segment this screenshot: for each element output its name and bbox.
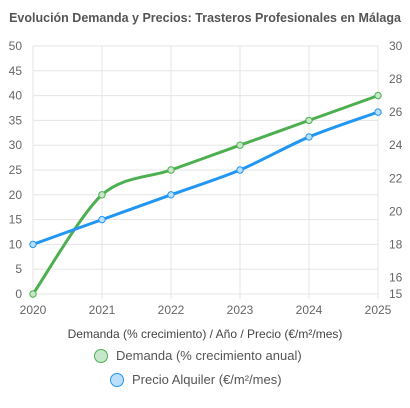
x-tick-label: 2024: [296, 303, 323, 317]
y-left-tick-label: 45: [9, 64, 23, 78]
data-point-2: [98, 215, 106, 224]
data-point-1: [305, 116, 313, 125]
legend-swatch: [94, 349, 108, 363]
data-point-2: [29, 240, 37, 249]
y-right-tick-label: 15: [389, 287, 403, 301]
legend-item-1: Demanda (% crecimiento anual): [94, 348, 302, 363]
y-left-tick-label: 35: [9, 113, 23, 127]
data-point-2: [167, 191, 175, 199]
y-right-tick-label: 30: [389, 39, 403, 53]
data-point-1: [98, 191, 106, 199]
y-left-tick-label: 0: [15, 287, 22, 301]
y-right-tick-label: 18: [389, 237, 403, 251]
legend-label: Precio Alquiler (€/m²/mes): [132, 372, 282, 387]
x-tick-label: 2022: [158, 303, 185, 317]
right-axis-ticks: 15 16 18 20 22 24 26 28 30: [389, 39, 403, 301]
y-left-tick-label: 10: [9, 237, 23, 251]
y-left-tick-label: 25: [9, 163, 23, 177]
x-axis-ticks: 2020 2021 2022 2023 2024 2025: [20, 303, 392, 317]
x-tick-label: 2023: [227, 303, 254, 317]
chart-title: Evolución Demanda y Precios: Trasteros P…: [9, 11, 402, 25]
y-right-tick-label: 28: [389, 72, 403, 86]
grid: [32, 45, 379, 299]
y-left-tick-label: 50: [9, 39, 23, 53]
x-axis-title: Demanda (% crecimiento) / Año / Precio (…: [68, 327, 343, 341]
legend: Demanda (% crecimiento anual) Precio Alqu…: [94, 348, 302, 387]
data-point-1: [236, 141, 244, 149]
y-left-tick-label: 5: [15, 262, 22, 276]
legend-item-2: Precio Alquiler (€/m²/mes): [110, 372, 282, 387]
y-right-tick-label: 16: [389, 270, 403, 284]
data-point-2: [305, 133, 313, 141]
y-right-tick-label: 26: [389, 105, 403, 119]
legend-label: Demanda (% crecimiento anual): [116, 348, 302, 363]
data-point-1: [167, 166, 175, 174]
data-point-1: [29, 290, 37, 298]
left-axis-ticks: 0 5 10 15 20 25 30 35 40 45 50: [9, 39, 23, 301]
y-right-tick-label: 20: [389, 204, 403, 218]
x-tick-label: 2020: [20, 303, 47, 317]
legend-swatch: [110, 373, 124, 387]
series-line-2: [31, 110, 380, 246]
data-point-1: [374, 91, 382, 100]
y-left-tick-label: 30: [9, 138, 23, 152]
data-point-2: [374, 108, 382, 116]
y-right-tick-label: 22: [389, 171, 403, 185]
x-tick-label: 2025: [365, 303, 392, 317]
y-right-tick-label: 24: [389, 138, 403, 152]
y-left-tick-label: 40: [9, 89, 23, 103]
y-left-tick-label: 20: [9, 188, 23, 202]
y-left-tick-label: 15: [9, 213, 23, 227]
x-tick-label: 2021: [89, 303, 116, 317]
data-point-2: [236, 166, 244, 174]
series-layer: [29, 91, 382, 298]
